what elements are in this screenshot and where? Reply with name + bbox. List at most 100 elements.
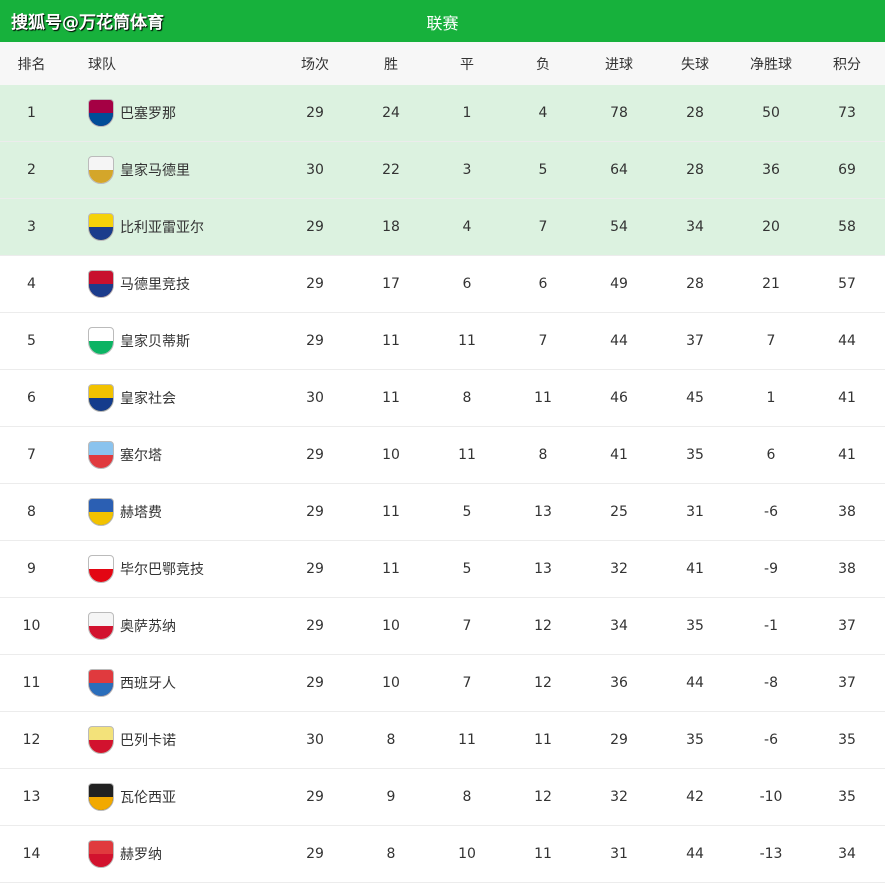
stat-pts: 57 (838, 276, 856, 292)
stat-lost: 11 (534, 846, 552, 862)
stat-won: 10 (382, 618, 400, 634)
brand-watermark: 搜狐号@万花筒体育 (11, 13, 164, 33)
col-played: 场次 (301, 56, 329, 73)
table-row[interactable]: 1 巴塞罗那 29 24 1 4 78 28 50 73 (0, 85, 885, 142)
team-name[interactable]: 巴塞罗那 (120, 106, 176, 122)
stat-played: 29 (306, 846, 324, 862)
team-name[interactable]: 比利亚雷亚尔 (120, 220, 204, 236)
team-cell[interactable]: 塞尔塔 (63, 441, 277, 469)
team-name[interactable]: 皇家社会 (120, 391, 176, 407)
table-row[interactable]: 3 比利亚雷亚尔 29 18 4 7 54 34 20 58 (0, 199, 885, 256)
rank: 13 (22, 789, 41, 805)
stat-played: 30 (306, 390, 324, 406)
stat-won: 10 (382, 447, 400, 463)
col-lost: 负 (536, 56, 550, 73)
col-goals-for: 进球 (605, 56, 633, 73)
stat-drawn: 10 (458, 846, 476, 862)
stat-drawn: 4 (462, 219, 472, 235)
team-name[interactable]: 赫塔费 (120, 505, 162, 521)
stat-gf: 49 (610, 276, 628, 292)
team-cell[interactable]: 赫塔费 (63, 498, 277, 526)
team-crest-icon (88, 327, 114, 355)
stat-won: 11 (382, 504, 400, 520)
stat-gd: 36 (762, 162, 780, 178)
stat-gd: 21 (762, 276, 780, 292)
stat-played: 29 (306, 789, 324, 805)
team-cell[interactable]: 巴塞罗那 (63, 99, 277, 127)
team-crest-icon (88, 669, 114, 697)
team-cell[interactable]: 西班牙人 (63, 669, 277, 697)
stat-pts: 41 (838, 447, 856, 463)
stat-won: 8 (386, 846, 396, 862)
top-bar: 搜狐号@万花筒体育 联赛 (0, 0, 885, 42)
stat-played: 29 (306, 219, 324, 235)
stat-drawn: 7 (462, 618, 472, 634)
stat-drawn: 1 (462, 105, 472, 121)
team-name[interactable]: 巴列卡诺 (120, 733, 176, 749)
team-crest-icon (88, 384, 114, 412)
table-row[interactable]: 12 巴列卡诺 30 8 11 11 29 35 -6 35 (0, 712, 885, 769)
stat-ga: 44 (686, 846, 704, 862)
stat-won: 11 (382, 333, 400, 349)
team-cell[interactable]: 瓦伦西亚 (63, 783, 277, 811)
team-name[interactable]: 皇家贝蒂斯 (120, 334, 190, 350)
rank: 1 (27, 105, 36, 121)
table-row[interactable]: 4 马德里竞技 29 17 6 6 49 28 21 57 (0, 256, 885, 313)
table-row[interactable]: 7 塞尔塔 29 10 11 8 41 35 6 41 (0, 427, 885, 484)
table-row[interactable]: 6 皇家社会 30 11 8 11 46 45 1 41 (0, 370, 885, 427)
team-name[interactable]: 马德里竞技 (120, 277, 190, 293)
table-header: 排名 球队 场次 胜 平 负 进球 失球 净胜球 积分 (0, 42, 885, 85)
stat-drawn: 8 (462, 390, 472, 406)
rank: 5 (27, 333, 36, 349)
stat-drawn: 8 (462, 789, 472, 805)
stat-pts: 37 (838, 618, 856, 634)
table-row[interactable]: 9 毕尔巴鄂竞技 29 11 5 13 32 41 -9 38 (0, 541, 885, 598)
team-name[interactable]: 西班牙人 (120, 676, 176, 692)
stat-gf: 41 (610, 447, 628, 463)
stat-lost: 6 (538, 276, 548, 292)
rank: 2 (27, 162, 36, 178)
rank: 11 (22, 675, 41, 691)
table-row[interactable]: 14 赫罗纳 29 8 10 11 31 44 -13 34 (0, 826, 885, 883)
rank: 8 (27, 504, 36, 520)
table-row[interactable]: 10 奥萨苏纳 29 10 7 12 34 35 -1 37 (0, 598, 885, 655)
team-name[interactable]: 毕尔巴鄂竞技 (120, 562, 204, 578)
team-crest-icon (88, 783, 114, 811)
team-cell[interactable]: 奥萨苏纳 (63, 612, 277, 640)
col-goal-diff: 净胜球 (750, 56, 792, 73)
team-cell[interactable]: 皇家贝蒂斯 (63, 327, 277, 355)
team-cell[interactable]: 巴列卡诺 (63, 726, 277, 754)
team-crest-icon (88, 612, 114, 640)
table-row[interactable]: 8 赫塔费 29 11 5 13 25 31 -6 38 (0, 484, 885, 541)
team-cell[interactable]: 皇家马德里 (63, 156, 277, 184)
col-drawn: 平 (460, 56, 474, 73)
team-name[interactable]: 瓦伦西亚 (120, 790, 176, 806)
team-crest-icon (88, 156, 114, 184)
team-cell[interactable]: 皇家社会 (63, 384, 277, 412)
team-cell[interactable]: 赫罗纳 (63, 840, 277, 868)
stat-played: 29 (306, 504, 324, 520)
table-row[interactable]: 11 西班牙人 29 10 7 12 36 44 -8 37 (0, 655, 885, 712)
stat-won: 18 (382, 219, 400, 235)
table-row[interactable]: 13 瓦伦西亚 29 9 8 12 32 42 -10 35 (0, 769, 885, 826)
stat-ga: 41 (686, 561, 704, 577)
team-crest-icon (88, 213, 114, 241)
team-name[interactable]: 皇家马德里 (120, 163, 190, 179)
team-name[interactable]: 赫罗纳 (120, 847, 162, 863)
table-row[interactable]: 5 皇家贝蒂斯 29 11 11 7 44 37 7 44 (0, 313, 885, 370)
stat-played: 29 (306, 276, 324, 292)
rank: 12 (22, 732, 41, 748)
team-cell[interactable]: 马德里竞技 (63, 270, 277, 298)
standings-table: 1 巴塞罗那 29 24 1 4 78 28 50 73 2 皇家马德里 30 22 3 5 64 28 36 6… (0, 85, 885, 883)
col-team: 球队 (88, 56, 116, 73)
team-cell[interactable]: 毕尔巴鄂竞技 (63, 555, 277, 583)
stat-gd: -13 (759, 846, 783, 862)
stat-lost: 7 (538, 219, 548, 235)
team-name[interactable]: 奥萨苏纳 (120, 619, 176, 635)
table-row[interactable]: 2 皇家马德里 30 22 3 5 64 28 36 69 (0, 142, 885, 199)
team-cell[interactable]: 比利亚雷亚尔 (63, 213, 277, 241)
stat-gd: -10 (759, 789, 783, 805)
rank: 10 (22, 618, 41, 634)
team-name[interactable]: 塞尔塔 (120, 448, 162, 464)
team-crest-icon (88, 555, 114, 583)
